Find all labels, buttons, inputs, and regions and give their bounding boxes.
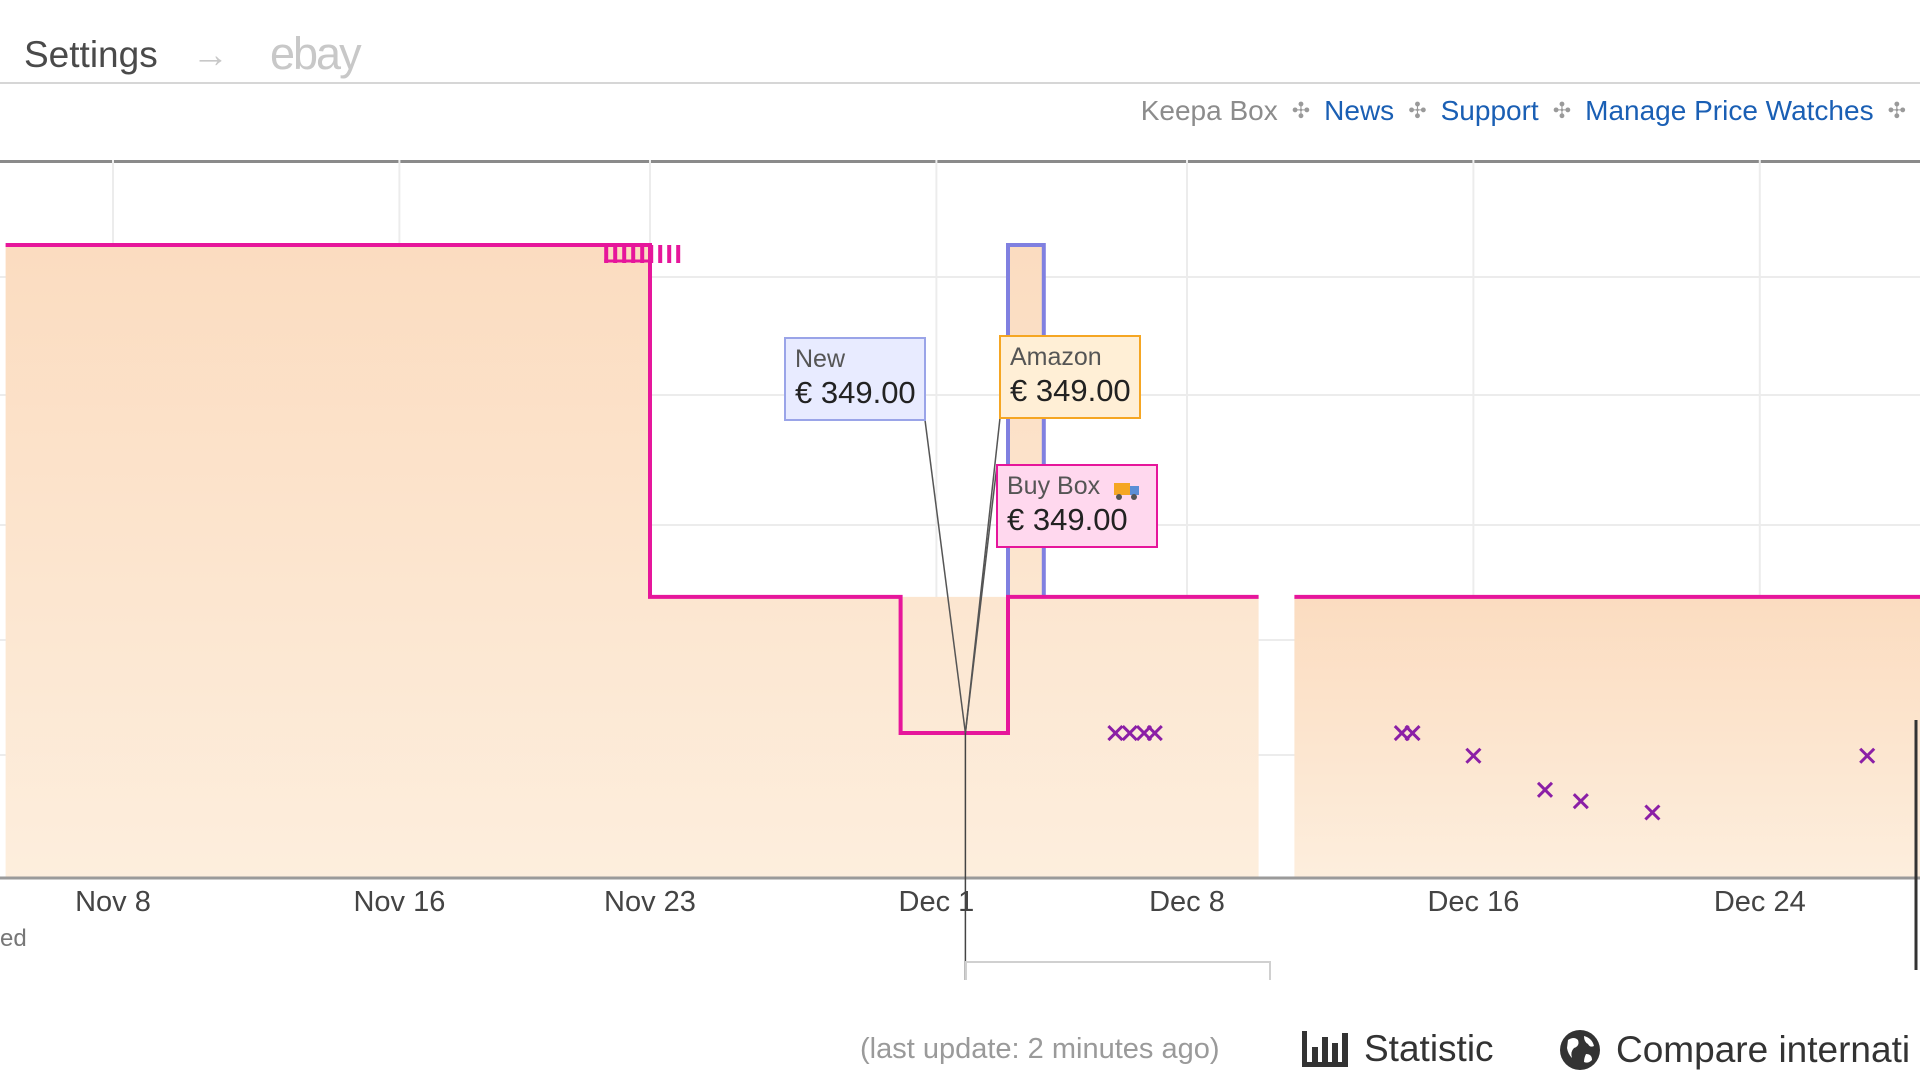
tooltip-buy-box: Buy Box€ 349.00 [996, 464, 1158, 548]
compare-international-link[interactable]: Compare internati [1558, 1028, 1910, 1072]
x-tick-label: Nov 16 [353, 886, 445, 918]
date-tooltip-box [965, 961, 1271, 980]
tooltip-box [996, 464, 1158, 548]
nav-links: Keepa Box ✣ News ✣ Support ✣ Manage Pric… [1141, 88, 1906, 134]
tooltip-label: New [795, 345, 846, 373]
nav-manage-price-watches[interactable]: Manage Price Watches [1585, 95, 1874, 126]
tooltip-value: € 349.00 [1010, 373, 1131, 408]
bar-chart-icon [1302, 1031, 1348, 1067]
x-tick-label: Nov 23 [604, 886, 696, 918]
tooltip-value: € 349.00 [1007, 502, 1128, 537]
tooltip-amazon: Amazon€ 349.00 [999, 335, 1141, 419]
x-tick-label: Nov 8 [75, 886, 151, 918]
compare-label: Compare internati [1616, 1029, 1911, 1070]
offer-markers [604, 245, 1918, 970]
nav-keepa-box[interactable]: Keepa Box [1140, 95, 1278, 126]
offer-marker-stroke [1644, 804, 1661, 821]
tooltip-label: Buy Box [1007, 472, 1101, 500]
amazon-area-fill [1294, 596, 1920, 878]
offer-marker-stroke [1404, 724, 1421, 742]
offer-marker-stroke [1121, 724, 1138, 742]
nav-separator: ✣ [1887, 98, 1906, 123]
offer-marker-stroke [1859, 747, 1876, 764]
truck-icon-body [1114, 483, 1130, 495]
offer-marker-stroke [1536, 781, 1554, 798]
tab-arrow-separator: → [192, 34, 229, 75]
nav-separator: ✣ [1408, 98, 1427, 123]
truck-icon-cab [1130, 486, 1139, 495]
tab-settings[interactable]: Settings [24, 34, 158, 75]
truck-icon-wheel [1116, 494, 1122, 500]
tab-ebay[interactable]: ebay [270, 28, 362, 79]
x-tick-label: Dec 8 [1149, 886, 1225, 918]
top-tabs: Settings → ebay [0, 0, 1920, 84]
offer-marker [1146, 724, 1163, 742]
amazon-area-fill [5, 245, 1259, 878]
last-update-text: (last update: 2 minutes ago) [860, 1033, 1220, 1065]
offer-marker [1644, 804, 1661, 821]
price-history-chart[interactable]: Nov 8 Nov 16 Nov 23 Dec 1 Dec 8 Dec 16 Dec 24 … [0, 160, 1920, 980]
globe-icon [1560, 1030, 1600, 1070]
tooltip-value: € 349.00 [795, 375, 916, 410]
tooltip-box [999, 335, 1141, 419]
series-lines [5, 243, 1920, 736]
tooltip-pointer [924, 419, 967, 734]
nav-news[interactable]: News [1324, 95, 1395, 126]
offer-marker [1572, 793, 1589, 810]
offer-marker [1465, 747, 1482, 764]
offer-marker-stroke [1146, 724, 1163, 742]
truck-icon-wheel [1131, 494, 1137, 500]
offer-marker-stroke [1572, 793, 1589, 810]
x-tick-label: Dec 24 [1714, 886, 1806, 918]
tooltip-label: Amazon [1010, 343, 1102, 371]
date-tooltip-text: Sun, Dec 1 17:35 [978, 977, 1248, 980]
legend-cut-text: ed [0, 925, 27, 952]
nav-separator: ✣ [1291, 98, 1311, 123]
offer-marker [1107, 724, 1124, 742]
statistic-label: Statistic [1364, 1028, 1494, 1069]
tooltip-new: New€ 349.00 [784, 337, 926, 421]
offer-marker [1859, 747, 1876, 764]
offer-marker-stroke [1465, 747, 1482, 764]
offer-marker-stroke [1107, 724, 1124, 742]
x-tick-label: Dec 16 [1427, 886, 1519, 918]
offer-marker [1404, 724, 1421, 742]
statistic-link[interactable]: Statistic [1300, 1028, 1494, 1070]
tooltip-pointer [964, 464, 998, 734]
series-line-buy-box [5, 243, 1259, 736]
offer-marker [1121, 724, 1138, 742]
nav-support[interactable]: Support [1440, 95, 1539, 126]
nav-bar: Keepa Box ✣ News ✣ Support ✣ Manage Pric… [0, 84, 1920, 163]
x-axis: Nov 8 Nov 16 Nov 23 Dec 1 Dec 8 Dec 16 Dec 24 [0, 876, 1920, 918]
crosshair-date-tooltip: Sun, Dec 1 17:35 [965, 961, 1271, 980]
amazon-area [5, 245, 1920, 878]
tooltip-box [784, 337, 926, 421]
offer-marker [1536, 781, 1554, 798]
series-line-new [1006, 243, 1046, 597]
nav-separator: ✣ [1552, 98, 1572, 123]
truck-icon [1114, 483, 1139, 500]
x-tick-label: Dec 1 [899, 886, 975, 918]
